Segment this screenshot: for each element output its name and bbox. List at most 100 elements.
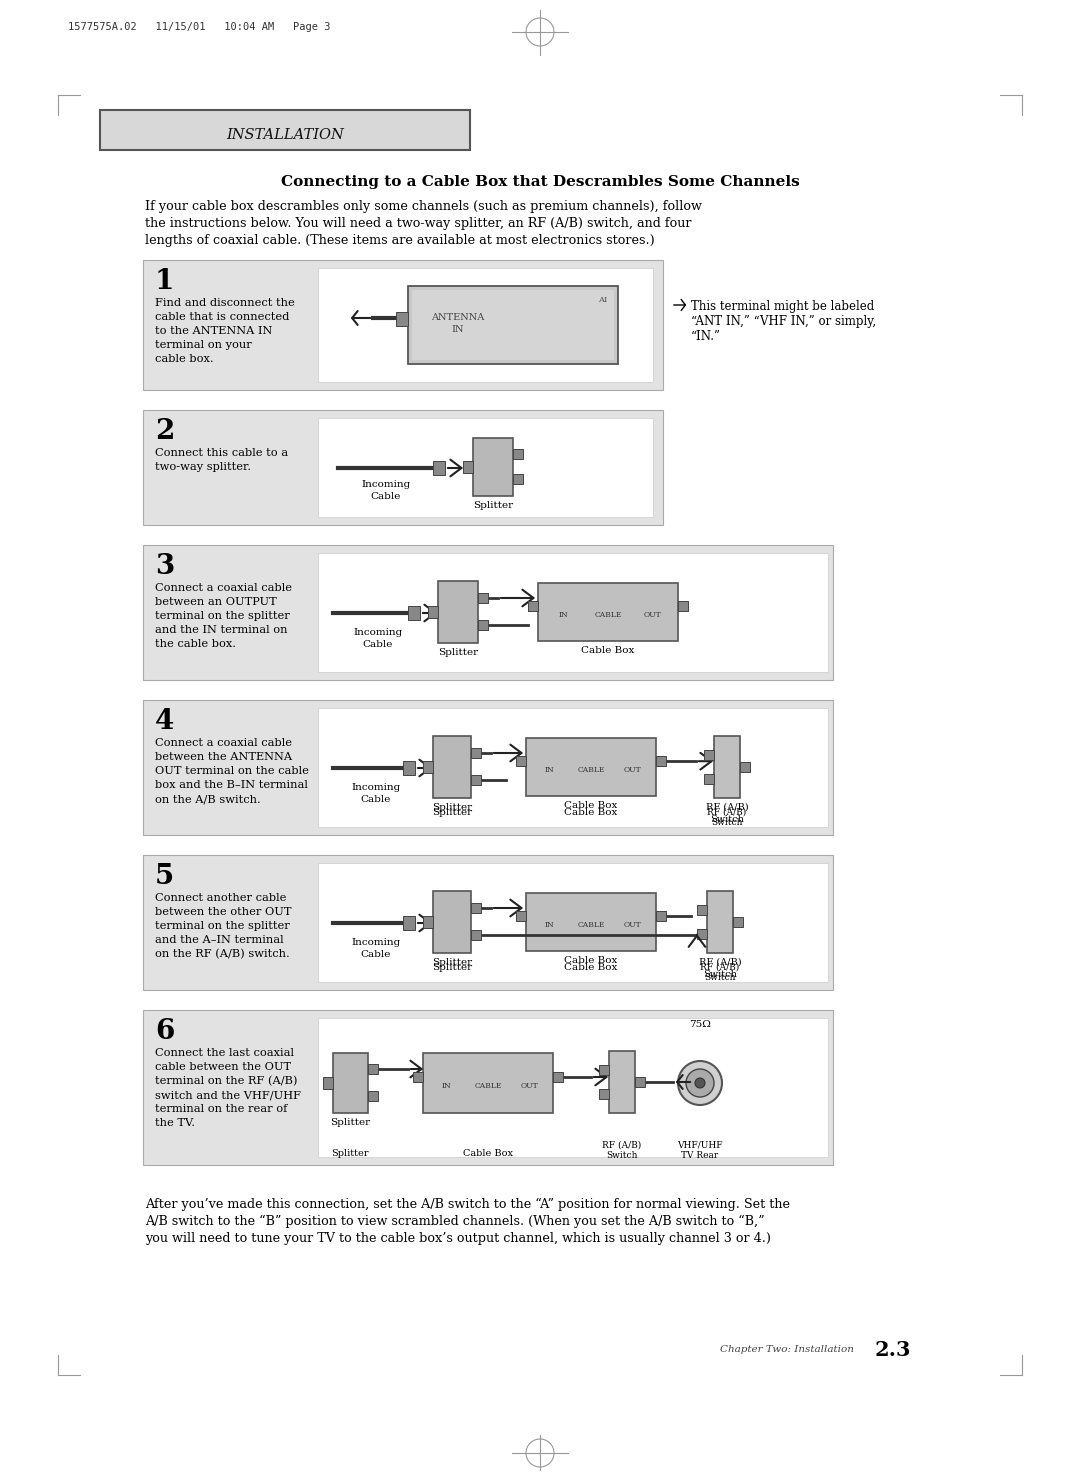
- Circle shape: [678, 1060, 723, 1105]
- Text: 1: 1: [156, 267, 174, 295]
- Text: Connect this cable to a: Connect this cable to a: [156, 448, 288, 458]
- Text: OUT: OUT: [624, 920, 642, 929]
- Text: and the IN terminal on: and the IN terminal on: [156, 625, 287, 635]
- Bar: [423, 761, 433, 772]
- Bar: [463, 461, 473, 473]
- Text: Connect a coaxial cable: Connect a coaxial cable: [156, 738, 292, 747]
- Text: Cable Box: Cable Box: [565, 963, 618, 972]
- Text: Cable Box: Cable Box: [581, 645, 635, 654]
- Bar: [635, 1077, 645, 1087]
- Text: Incoming: Incoming: [351, 783, 401, 792]
- Text: RF (A/B): RF (A/B): [705, 803, 748, 812]
- Text: cable that is connected: cable that is connected: [156, 312, 289, 322]
- Bar: [697, 929, 707, 939]
- Text: VHF/UHF: VHF/UHF: [677, 1142, 723, 1151]
- Bar: [553, 1072, 563, 1083]
- Text: box and the B–IN terminal: box and the B–IN terminal: [156, 780, 308, 790]
- Text: terminal on the splitter: terminal on the splitter: [156, 922, 289, 931]
- Text: “IN.”: “IN.”: [691, 329, 721, 343]
- Bar: [433, 891, 471, 953]
- Bar: [143, 545, 833, 679]
- Text: Splitter: Splitter: [329, 1118, 370, 1127]
- Bar: [318, 1018, 828, 1156]
- Bar: [473, 439, 513, 496]
- Text: IN: IN: [451, 325, 464, 334]
- Text: TV Rear: TV Rear: [681, 1151, 718, 1159]
- Text: CABLE: CABLE: [474, 1083, 502, 1090]
- Bar: [368, 1092, 378, 1100]
- Bar: [609, 1052, 635, 1114]
- Text: RF (A/B): RF (A/B): [603, 1142, 642, 1151]
- Text: between the ANTENNA: between the ANTENNA: [156, 752, 292, 762]
- Text: between an OUTPUT: between an OUTPUT: [156, 597, 276, 607]
- Bar: [697, 904, 707, 914]
- Bar: [656, 911, 666, 922]
- Text: Cable: Cable: [370, 492, 401, 501]
- Bar: [318, 552, 828, 672]
- Bar: [538, 583, 678, 641]
- Bar: [413, 1072, 423, 1083]
- Text: you will need to tune your TV to the cable box’s output channel, which is usuall: you will need to tune your TV to the cab…: [145, 1232, 771, 1245]
- Text: OUT: OUT: [624, 767, 642, 774]
- Text: between the other OUT: between the other OUT: [156, 907, 292, 917]
- Bar: [471, 902, 481, 913]
- Text: Incoming: Incoming: [353, 628, 403, 637]
- Text: Splitter: Splitter: [432, 959, 472, 967]
- Text: Splitter: Splitter: [437, 648, 478, 657]
- Bar: [368, 1063, 378, 1074]
- Text: If your cable box descrambles only some channels (such as premium channels), fol: If your cable box descrambles only some …: [145, 199, 702, 213]
- Bar: [471, 775, 481, 784]
- Circle shape: [696, 1078, 705, 1089]
- Bar: [528, 601, 538, 611]
- Text: Cable Box: Cable Box: [565, 808, 618, 817]
- Text: This terminal might be labeled: This terminal might be labeled: [691, 300, 874, 313]
- Text: Switch: Switch: [606, 1151, 638, 1159]
- Text: RF (A/B): RF (A/B): [707, 808, 746, 817]
- Bar: [471, 931, 481, 939]
- Text: two-way splitter.: two-way splitter.: [156, 462, 251, 473]
- Bar: [516, 911, 526, 922]
- Bar: [471, 747, 481, 758]
- Text: RF (A/B): RF (A/B): [700, 963, 740, 972]
- Text: 4: 4: [156, 707, 174, 736]
- Text: RF (A/B): RF (A/B): [699, 959, 741, 967]
- Bar: [513, 449, 523, 459]
- Text: 75Ω: 75Ω: [689, 1021, 711, 1029]
- Text: terminal on the rear of: terminal on the rear of: [156, 1103, 287, 1114]
- Text: OUT: OUT: [644, 611, 662, 619]
- Text: Splitter: Splitter: [432, 963, 472, 972]
- Bar: [143, 411, 663, 524]
- Text: the TV.: the TV.: [156, 1118, 195, 1128]
- Text: 6: 6: [156, 1018, 174, 1046]
- Text: Splitter: Splitter: [473, 501, 513, 510]
- Circle shape: [686, 1069, 714, 1097]
- Text: switch and the VHF/UHF: switch and the VHF/UHF: [156, 1090, 301, 1100]
- Text: the cable box.: the cable box.: [156, 640, 237, 648]
- Text: Cable Box: Cable Box: [463, 1149, 513, 1158]
- Bar: [656, 756, 666, 767]
- Bar: [526, 738, 656, 796]
- Bar: [100, 109, 470, 151]
- Text: to the ANTENNA IN: to the ANTENNA IN: [156, 326, 272, 335]
- Text: Chapter Two: Installation: Chapter Two: Installation: [720, 1346, 854, 1354]
- Bar: [403, 916, 415, 931]
- Bar: [526, 894, 656, 951]
- Text: lengths of coaxial cable. (These items are available at most electronics stores.: lengths of coaxial cable. (These items a…: [145, 233, 654, 247]
- Text: and the A–IN terminal: and the A–IN terminal: [156, 935, 284, 945]
- Text: OUT: OUT: [521, 1083, 539, 1090]
- Text: Connect a coaxial cable: Connect a coaxial cable: [156, 583, 292, 592]
- Bar: [318, 267, 653, 383]
- Bar: [143, 700, 833, 835]
- Text: terminal on the RF (A/B): terminal on the RF (A/B): [156, 1077, 297, 1086]
- Text: Cable: Cable: [361, 795, 391, 803]
- Text: IN: IN: [558, 611, 568, 619]
- Text: on the RF (A/B) switch.: on the RF (A/B) switch.: [156, 950, 289, 960]
- Text: ANTENNA: ANTENNA: [431, 313, 485, 322]
- Bar: [143, 1010, 833, 1165]
- Bar: [318, 418, 653, 517]
- Text: Cable: Cable: [363, 640, 393, 648]
- Text: Splitter: Splitter: [332, 1149, 368, 1158]
- Text: cable between the OUT: cable between the OUT: [156, 1062, 292, 1072]
- Text: CABLE: CABLE: [578, 920, 605, 929]
- Bar: [408, 606, 420, 620]
